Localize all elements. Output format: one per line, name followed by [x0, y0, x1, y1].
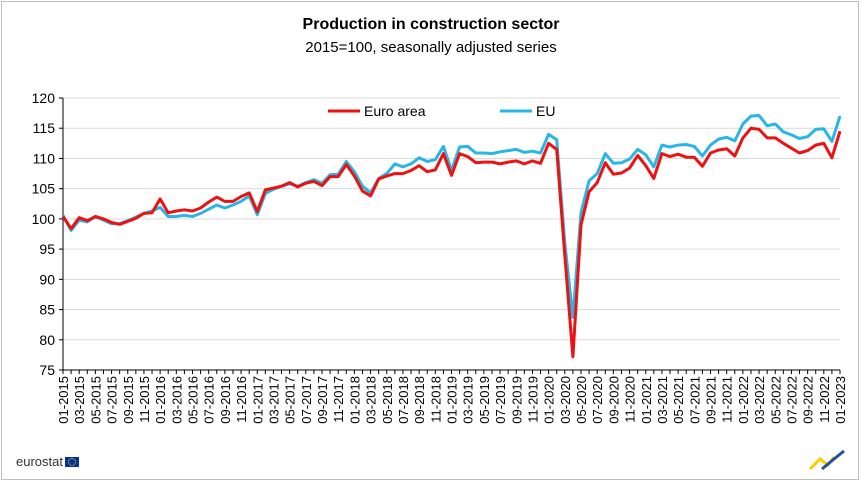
x-tick-label: 05-2021 — [671, 376, 686, 424]
x-tick-label: 09-2016 — [218, 376, 233, 424]
x-tick-label: 01-2022 — [736, 376, 751, 424]
x-tick-label: 11-2020 — [623, 376, 638, 423]
y-tick-label: 85 — [39, 302, 55, 318]
y-tick-label: 95 — [39, 241, 55, 257]
chart-title: Production in construction sector — [302, 16, 560, 33]
y-tick-label: 100 — [32, 211, 56, 227]
x-tick-label: 11-2018 — [428, 376, 443, 423]
x-tick-label: 09-2017 — [315, 376, 330, 424]
x-tick-label: 03-2020 — [558, 376, 573, 424]
x-tick-label: 07-2022 — [784, 376, 799, 424]
x-tick-label: 01-2023 — [833, 376, 848, 424]
y-tick-label: 80 — [39, 332, 55, 348]
x-tick-label: 05-2015 — [88, 376, 103, 424]
legend-label-euro-area: Euro area — [364, 103, 426, 119]
x-tick-label: 11-2016 — [234, 376, 249, 423]
x-tick-label: 07-2015 — [105, 376, 120, 424]
x-tick-label: 05-2016 — [186, 376, 201, 424]
eu-flag-icon — [64, 456, 79, 467]
x-tick-label: 03-2021 — [655, 376, 670, 424]
x-tick-label: 07-2017 — [299, 376, 314, 424]
series-line-euro-area — [61, 126, 842, 359]
legend: Euro area EU — [328, 103, 555, 119]
x-tick-label: 11-2021 — [720, 376, 735, 423]
y-tick-label: 110 — [33, 150, 56, 166]
gridlines — [63, 97, 840, 341]
x-tick-label: 01-2017 — [250, 376, 265, 424]
x-tick-label: 01-2019 — [445, 376, 460, 424]
x-tick-label: 09-2020 — [606, 376, 621, 424]
x-tick-label: 01-2016 — [153, 376, 168, 424]
x-tick-label: 05-2017 — [283, 376, 298, 424]
x-tick-label: 05-2019 — [477, 376, 492, 424]
x-tick-label: 07-2018 — [396, 376, 411, 424]
x-tick-label: 01-2021 — [639, 376, 654, 424]
x-tick-label: 11-2022 — [817, 376, 832, 423]
x-tick-label: 07-2019 — [493, 376, 508, 424]
x-tick-label: 03-2018 — [364, 376, 379, 424]
series-lines — [61, 114, 842, 359]
x-tick-label: 09-2018 — [412, 376, 427, 424]
y-tick-label: 90 — [39, 271, 55, 287]
y-tick-label: 120 — [32, 90, 56, 106]
x-tick-label: 03-2016 — [169, 376, 184, 424]
x-tick-label: 05-2018 — [380, 376, 395, 424]
y-tick-label: 105 — [32, 181, 56, 197]
x-tick-label: 09-2022 — [801, 376, 816, 424]
x-tick-label: 01-2018 — [347, 376, 362, 424]
eurostat-logo: eurostat — [16, 454, 79, 469]
x-tick-label: 07-2021 — [687, 376, 702, 424]
eurostat-wordmark: eurostat — [16, 454, 63, 469]
x-tick-label: 03-2015 — [72, 376, 87, 424]
x-tick-label: 11-2015 — [137, 376, 152, 423]
y-tick-label: 75 — [39, 362, 55, 378]
x-tick-label: 03-2022 — [752, 376, 767, 424]
x-tick-label: 01-2015 — [56, 376, 71, 424]
x-tick-label: 05-2022 — [768, 376, 783, 424]
x-tick-label: 03-2019 — [461, 376, 476, 424]
x-tick-label: 07-2020 — [590, 376, 605, 424]
x-tick-label: 09-2019 — [509, 376, 524, 424]
legend-label-eu: EU — [536, 103, 555, 119]
x-tick-label: 01-2020 — [542, 376, 557, 424]
series-line-eu — [61, 114, 842, 319]
x-tick-label: 07-2016 — [202, 376, 217, 424]
eurostat-swoosh-icon — [808, 449, 845, 471]
x-tick-label: 09-2015 — [121, 376, 136, 424]
x-tick-label: 09-2021 — [704, 376, 719, 424]
y-tick-label: 115 — [33, 120, 56, 136]
chart-subtitle: 2015=100, seasonally adjusted series — [305, 39, 557, 56]
x-tick-label: 11-2017 — [331, 376, 346, 423]
x-tick-label: 03-2017 — [266, 376, 281, 424]
x-tick-label: 05-2020 — [574, 376, 589, 424]
x-tick-label: 11-2019 — [525, 376, 540, 423]
